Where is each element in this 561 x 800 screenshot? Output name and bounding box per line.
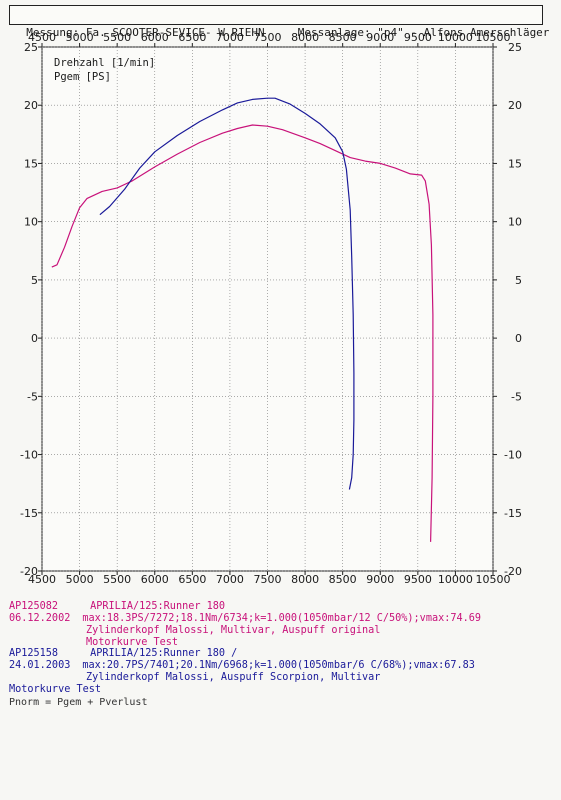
series-line-2 [99,97,355,490]
power-curve-chart: 4500 5000 5500 6000 6500 7000 7500 8000 8500 9000… [20,31,522,586]
y-tick-label-right: 15 [508,157,522,170]
x-tick-label-top: 10000 [438,31,473,44]
series-line-1 [51,124,434,542]
y-tick-label-left: 0 [31,332,38,345]
x-tick-label-top: 5500 [103,31,131,44]
x-tick-label-top: 4500 [28,31,56,44]
legend-entry-1-line-1: AP125082 APRILIA/125:Runner 180 [9,601,225,613]
y-tick-label-left: 25 [24,41,38,54]
y-tick-label-right: 25 [508,41,522,54]
y-tick-label-left: 10 [24,216,38,229]
legend-1-stats: max:18.3PS/7272;18.1Nm/6734;k=1.000(1050… [82,613,482,624]
x-tick-label-bottom: 7500 [254,573,282,586]
legend-1-desc2: Motorkurve Test [86,637,179,648]
legend-2-date: 24.01.2003 [9,660,71,671]
x-tick-label-bottom: 9500 [404,573,432,586]
x-tick-label-top: 6000 [141,31,169,44]
grid [38,43,497,575]
legend-entry-2-line-2: 24.01.2003 max:20.7PS/7401;20.1Nm/6968;k=… [9,660,475,672]
x-tick-label-bottom: 10000 [438,573,473,586]
y-ticks-right: 25 20 15 10 5 0 -5 -10 -15 -20 [504,41,522,578]
x-tick-label-bottom: 9000 [366,573,394,586]
x-tick-label-top: 8000 [291,31,319,44]
x-tick-label-bottom: 6500 [178,573,206,586]
x-tick-label-bottom: 5500 [103,573,131,586]
legend-1-desc: Zylinderkopf Malossi, Multivar, Auspuff … [86,625,381,636]
y-tick-label-right: -5 [511,390,522,403]
x-ticks-bottom: 4500 5000 5500 6000 6500 7000 7500 8000 8500 9000… [28,573,511,586]
y-tick-label-left: -5 [27,390,38,403]
y-tick-label-left: -20 [20,565,38,578]
y-ticks-left: 25 20 15 10 5 0 -5 -10 -15 -20 [20,41,38,578]
x-tick-label-top: 10500 [476,31,511,44]
annotation-pgem: Pgem [PS] [54,71,111,83]
y-tick-label-right: 0 [515,332,522,345]
x-tick-label-bottom: 8500 [329,573,357,586]
y-tick-label-right: 5 [515,274,522,287]
header-text: Messung: Fa. SCOOTER-SEVICE- W.RIEHN Mes… [26,26,550,39]
y-tick-label-left: 15 [24,157,38,170]
y-tick-label-left: -10 [20,449,38,462]
x-tick-label-bottom: 8000 [291,573,319,586]
x-tick-label-bottom: 6000 [141,573,169,586]
x-tick-label-bottom: 5000 [66,573,94,586]
x-tick-label-top: 6500 [178,31,206,44]
y-tick-label-left: 5 [31,274,38,287]
annotation-drehzahl: Drehzahl [1/min] [54,57,155,69]
y-tick-label-right: 20 [508,99,522,112]
y-tick-label-right: -20 [504,565,522,578]
y-tick-label-right: -10 [504,449,522,462]
x-tick-label-top: 9500 [404,31,432,44]
legend-1-id: AP125082 [9,601,59,612]
x-tick-label-top: 7000 [216,31,244,44]
legend-2-id: AP125158 [9,648,59,659]
y-tick-label-right: 10 [508,216,522,229]
x-tick-label-bottom: 7000 [216,573,244,586]
x-tick-label-top: 8500 [329,31,357,44]
legend-2-stats: max:20.7PS/7401;20.1Nm/6968;k=1.000(1050… [82,660,475,671]
x-tick-label-top: 9000 [366,31,394,44]
series-group [51,97,434,542]
y-tick-label-left: 20 [24,99,38,112]
measurement-header: Messung: Fa. SCOOTER-SEVICE- W.RIEHN Mes… [9,5,549,39]
x-ticks-top: 4500 5000 5500 6000 6500 7000 7500 8000 8500 9000… [28,31,511,44]
y-tick-label-right: -15 [504,507,522,520]
legend-entry-2-line-1: AP125158 APRILIA/125:Runner 180 / [9,648,237,660]
x-tick-label-bottom: 10500 [476,573,511,586]
legend-2-desc2: Motorkurve Test [9,684,102,695]
legend-2-desc: Zylinderkopf Malossi, Auspuff Scorpion, … [86,672,381,683]
x-tick-label-top: 7500 [254,31,282,44]
x-tick-label-top: 5000 [66,31,94,44]
legend-2-model: APRILIA/125:Runner 180 / [90,648,238,659]
legend-1-model: APRILIA/125:Runner 180 [90,601,226,612]
footer-formula: Pnorm = Pgem + Pverlust [9,697,148,708]
y-tick-label-left: -15 [20,507,38,520]
legend-1-date: 06.12.2002 [9,613,71,624]
x-tick-label-bottom: 4500 [28,573,56,586]
legend-entry-1-line-2: 06.12.2002 max:18.3PS/7272;18.1Nm/6734;k=… [9,613,481,625]
